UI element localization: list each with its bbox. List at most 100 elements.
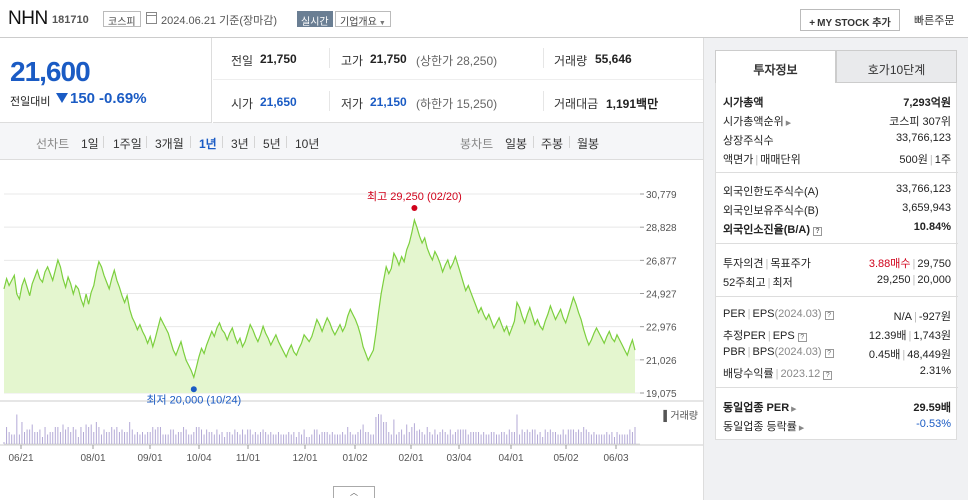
divider xyxy=(543,91,544,111)
week52-low-label: 최저 xyxy=(772,277,793,289)
foreign-rate-row: 외국인소진율(B/A)? 10.84% xyxy=(723,219,951,237)
company-info-dropdown[interactable]: 기업개요 ▼ xyxy=(335,11,391,28)
target-label: 목표주가 xyxy=(770,258,811,270)
eps-value: -927원 xyxy=(918,311,951,323)
divider: | xyxy=(747,308,751,320)
par-label: 액면가 xyxy=(723,154,754,166)
x-tick-label: 08/01 xyxy=(80,453,105,464)
volume-label: ▌거래량 xyxy=(663,409,698,423)
per-value: N/A xyxy=(893,311,912,323)
period-5y[interactable]: 5년 xyxy=(263,137,281,151)
period-1y[interactable]: 1년 xyxy=(199,137,217,151)
help-icon[interactable]: ? xyxy=(824,311,834,320)
est-per-eps-value: 12.39배 | 1,743원 xyxy=(869,327,951,343)
realtime-button[interactable]: 실시간 xyxy=(297,11,333,28)
y-tick-label: 28,828 xyxy=(646,223,677,234)
cap-rank-label[interactable]: 시가총액순위 ▶ xyxy=(723,113,791,129)
sector-per-label[interactable]: 동일업종 PER ▶ xyxy=(723,399,797,415)
est-per-value: 12.39배 xyxy=(868,330,907,342)
chevron-right-icon: ▶ xyxy=(791,406,797,413)
line-chart-label: 선차트 xyxy=(36,137,70,151)
cap-rank-text: 시가총액순위 xyxy=(723,116,784,128)
period-daily[interactable]: 일봉 xyxy=(505,137,528,151)
week52-high: 29,250 xyxy=(876,274,911,286)
help-icon[interactable]: ? xyxy=(823,371,833,380)
divider xyxy=(716,387,958,388)
cap-rank-row: 시가총액순위 ▶ 코스피 307위 xyxy=(723,111,951,129)
market-cap-value: 7,293억원 xyxy=(903,97,951,109)
dividend-text: 배당수익률 xyxy=(723,368,774,380)
unit-value: 1주 xyxy=(934,154,951,166)
foreign-limit-row: 외국인한도주식수(A) 33,766,123 xyxy=(723,181,951,199)
divider xyxy=(254,136,255,148)
period-bar: 선차트 1일 1주일 3개월 1년 3년 5년 10년 봉차트 일봉 주봉 월봉 xyxy=(0,123,703,160)
period-monthly[interactable]: 월봉 xyxy=(577,137,600,151)
x-tick-label: 10/04 xyxy=(186,453,211,464)
chevron-right-icon: ▶ xyxy=(785,120,792,127)
foreign-hold-label: 외국인보유주식수(B) xyxy=(723,205,819,217)
price-chart[interactable]: 30,779 28,828 26,877 24,927 22,976 21,026 19,0… xyxy=(0,160,703,500)
low-label: 저가 xyxy=(341,97,364,111)
tab-orderbook[interactable]: 호가10단계 xyxy=(836,50,957,83)
y-tick-label: 24,927 xyxy=(646,290,677,301)
x-tick-label: 04/01 xyxy=(498,453,523,464)
help-icon[interactable]: ? xyxy=(824,349,834,358)
high-annotation: 최고 29,250 (02/20) xyxy=(367,190,462,203)
divider: | xyxy=(912,274,916,286)
x-tick-label: 03/04 xyxy=(446,453,471,464)
dividend-row: 배당수익률 | 2023.12? 2.31% xyxy=(723,363,951,381)
foreign-rate-text: 외국인소진율(B/A) xyxy=(723,224,810,236)
pbr-value: 0.45배 xyxy=(868,349,901,361)
divider xyxy=(190,136,191,148)
sector-rate-label[interactable]: 동일업종 등락률 ▶ xyxy=(723,418,804,434)
chevron-up-icon: ︿ xyxy=(350,488,358,497)
chart-collapse-button[interactable]: ︿ xyxy=(333,486,375,498)
amount-number: 1,191 xyxy=(606,97,637,111)
x-tick-label: 06/21 xyxy=(8,453,33,464)
mystock-add-label: MY STOCK 추가 xyxy=(817,18,891,29)
help-icon[interactable]: ? xyxy=(797,333,807,342)
par-row: 액면가 | 매매단위 500원 | 1주 xyxy=(723,149,951,167)
divider xyxy=(286,136,287,148)
est-eps-label: EPS xyxy=(772,330,795,342)
change-amount: 150 xyxy=(70,90,96,107)
tab-invest-info[interactable]: 투자정보 xyxy=(715,50,836,83)
price-box: 21,600 전일대비 150 -0.69% xyxy=(0,38,212,123)
per-label: PER xyxy=(723,308,746,320)
divider: | xyxy=(765,258,769,270)
sector-per-value: 29.59배 xyxy=(913,402,951,414)
quick-order-link[interactable]: 빠른주문 xyxy=(914,15,955,27)
period-3m[interactable]: 3개월 xyxy=(155,137,184,151)
lower-limit: (하한가 15,250) xyxy=(416,97,498,111)
sector-per-text: 동일업종 PER xyxy=(723,402,790,414)
period-1d[interactable]: 1일 xyxy=(81,137,99,151)
period-10y[interactable]: 10년 xyxy=(295,137,320,151)
current-price: 21,600 xyxy=(10,56,91,87)
opinion-label: 투자의견 xyxy=(723,258,764,270)
period-weekly[interactable]: 주봉 xyxy=(541,137,564,151)
amount-unit: 백만 xyxy=(636,97,659,111)
period-1w[interactable]: 1주일 xyxy=(113,137,142,151)
mystock-add-button[interactable]: + MY STOCK 추가 xyxy=(800,9,900,31)
stock-name: NHN xyxy=(8,8,48,29)
dividend-label: 배당수익률 | 2023.12? xyxy=(723,365,833,381)
divider: | xyxy=(747,346,751,358)
plus-icon: + xyxy=(809,18,816,29)
est-per-row: 추정PER | EPS? 12.39배 | 1,743원 xyxy=(723,325,951,343)
high-label: 고가 xyxy=(341,54,364,68)
price-area xyxy=(4,220,635,393)
price-line xyxy=(3,217,636,380)
divider: | xyxy=(902,349,906,361)
divider xyxy=(543,48,544,68)
y-tick-label: 26,877 xyxy=(646,256,677,267)
help-icon[interactable]: ? xyxy=(813,227,822,236)
divider xyxy=(716,296,958,297)
open-label: 시가 xyxy=(231,97,254,111)
y-tick-label: 21,026 xyxy=(646,356,677,367)
sector-per-row: 동일업종 PER ▶ 29.59배 xyxy=(723,397,951,415)
unit-label: 매매단위 xyxy=(760,154,801,166)
invest-info-body: 시가총액 7,293억원 시가총액순위 ▶ 코스피 307위 상장주식수 33,7… xyxy=(715,83,958,440)
down-arrow-icon xyxy=(56,93,68,103)
divider: | xyxy=(929,154,933,166)
period-3y[interactable]: 3년 xyxy=(231,137,249,151)
